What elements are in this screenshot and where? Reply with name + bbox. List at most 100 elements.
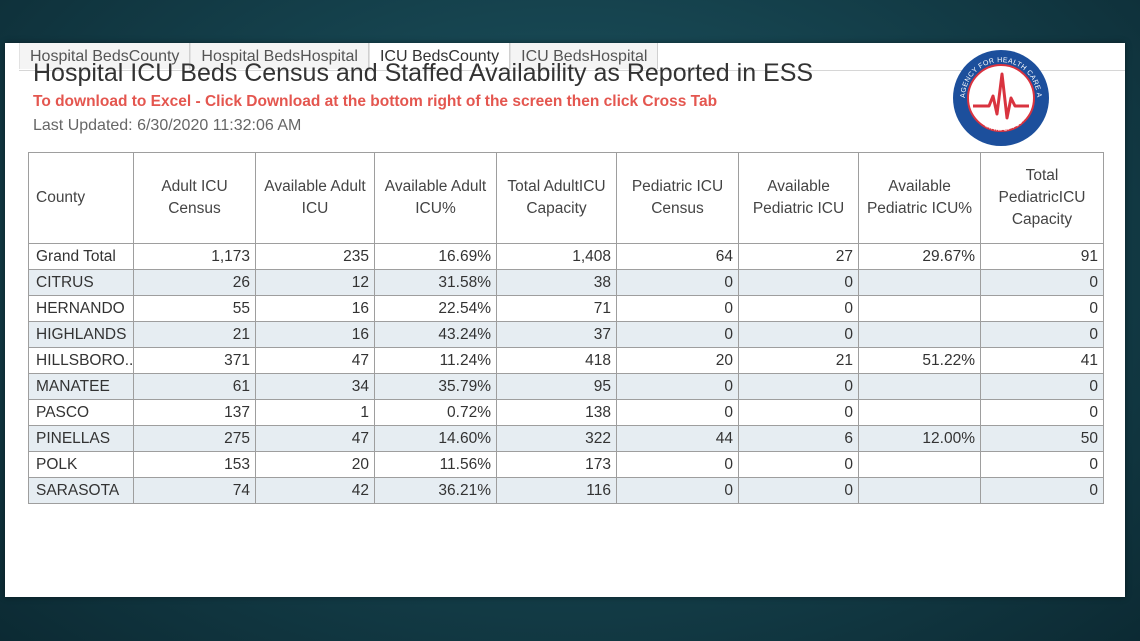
value-cell[interactable] xyxy=(858,295,981,322)
value-cell[interactable]: 0 xyxy=(616,373,739,400)
value-cell[interactable]: 47 xyxy=(255,347,375,374)
value-cell[interactable]: 0 xyxy=(616,399,739,426)
value-cell[interactable] xyxy=(858,451,981,478)
value-cell[interactable]: 0 xyxy=(980,451,1104,478)
value-cell[interactable]: 47 xyxy=(255,425,375,452)
value-cell[interactable]: 0 xyxy=(738,399,859,426)
value-cell[interactable]: 0 xyxy=(980,399,1104,426)
county-cell[interactable]: HERNANDO xyxy=(28,295,134,322)
column-header[interactable]: Available Pediatric ICU xyxy=(738,152,859,244)
tab-hospital-beds-county[interactable]: Hospital BedsCounty xyxy=(19,43,191,69)
value-cell[interactable]: 16 xyxy=(255,295,375,322)
county-cell[interactable]: HILLSBORO.. xyxy=(28,347,134,374)
value-cell[interactable]: 0 xyxy=(738,477,859,504)
value-cell[interactable]: 74 xyxy=(133,477,256,504)
value-cell[interactable]: 371 xyxy=(133,347,256,374)
value-cell[interactable] xyxy=(858,269,981,296)
value-cell[interactable]: 95 xyxy=(496,373,617,400)
value-cell[interactable]: 12.00% xyxy=(858,425,981,452)
table-row[interactable]: SARASOTA 74 42 36.21% 116 0 0 0 xyxy=(28,477,1104,504)
county-cell[interactable]: PASCO xyxy=(28,399,134,426)
value-cell[interactable] xyxy=(858,321,981,348)
value-cell[interactable]: 173 xyxy=(496,451,617,478)
county-cell[interactable]: MANATEE xyxy=(28,373,134,400)
value-cell[interactable]: 138 xyxy=(496,399,617,426)
value-cell[interactable]: 12 xyxy=(255,269,375,296)
value-cell[interactable]: 35.79% xyxy=(374,373,497,400)
table-row[interactable]: MANATEE 61 34 35.79% 95 0 0 0 xyxy=(28,373,1104,400)
value-cell[interactable]: 29.67% xyxy=(858,243,981,270)
value-cell[interactable]: 34 xyxy=(255,373,375,400)
column-header[interactable]: Total AdultICU Capacity xyxy=(496,152,617,244)
table-row[interactable]: PASCO 137 1 0.72% 138 0 0 0 xyxy=(28,399,1104,426)
value-cell[interactable]: 0 xyxy=(738,269,859,296)
value-cell[interactable]: 51.22% xyxy=(858,347,981,374)
table-row[interactable]: HILLSBORO.. 371 47 11.24% 418 20 21 51.22% 41 xyxy=(28,347,1104,374)
county-cell[interactable]: CITRUS xyxy=(28,269,134,296)
county-cell[interactable]: SARASOTA xyxy=(28,477,134,504)
value-cell[interactable]: 61 xyxy=(133,373,256,400)
value-cell[interactable]: 16 xyxy=(255,321,375,348)
value-cell[interactable]: 44 xyxy=(616,425,739,452)
tab-icu-beds-hospital[interactable]: ICU BedsHospital xyxy=(510,43,659,69)
value-cell[interactable]: 0 xyxy=(616,269,739,296)
value-cell[interactable]: 11.56% xyxy=(374,451,497,478)
value-cell[interactable]: 43.24% xyxy=(374,321,497,348)
value-cell[interactable]: 0 xyxy=(980,477,1104,504)
value-cell[interactable]: 1,173 xyxy=(133,243,256,270)
value-cell[interactable]: 153 xyxy=(133,451,256,478)
value-cell[interactable]: 21 xyxy=(738,347,859,374)
value-cell[interactable]: 91 xyxy=(980,243,1104,270)
tab-hospital-beds-hospital[interactable]: Hospital BedsHospital xyxy=(190,43,369,69)
value-cell[interactable]: 27 xyxy=(738,243,859,270)
county-cell[interactable]: PINELLAS xyxy=(28,425,134,452)
value-cell[interactable]: 41 xyxy=(980,347,1104,374)
value-cell[interactable]: 0 xyxy=(616,321,739,348)
value-cell[interactable]: 322 xyxy=(496,425,617,452)
value-cell[interactable]: 64 xyxy=(616,243,739,270)
value-cell[interactable]: 0 xyxy=(616,477,739,504)
value-cell[interactable]: 1 xyxy=(255,399,375,426)
tab-icu-beds-county[interactable]: ICU BedsCounty xyxy=(368,43,511,70)
table-row[interactable]: PINELLAS 275 47 14.60% 322 44 6 12.00% 50 xyxy=(28,425,1104,452)
value-cell[interactable]: 235 xyxy=(255,243,375,270)
value-cell[interactable]: 0 xyxy=(738,295,859,322)
value-cell[interactable]: 0 xyxy=(616,295,739,322)
value-cell[interactable]: 37 xyxy=(496,321,617,348)
value-cell[interactable]: 38 xyxy=(496,269,617,296)
value-cell[interactable]: 0 xyxy=(738,373,859,400)
column-header[interactable]: Pediatric ICU Census xyxy=(616,152,739,244)
value-cell[interactable]: 116 xyxy=(496,477,617,504)
value-cell[interactable]: 42 xyxy=(255,477,375,504)
county-cell[interactable]: HIGHLANDS xyxy=(28,321,134,348)
value-cell[interactable]: 50 xyxy=(980,425,1104,452)
value-cell[interactable]: 36.21% xyxy=(374,477,497,504)
value-cell[interactable]: 20 xyxy=(255,451,375,478)
value-cell[interactable]: 26 xyxy=(133,269,256,296)
grand-total-row[interactable]: Grand Total 1,173 235 16.69% 1,408 64 27 29.67%… xyxy=(28,243,1104,270)
table-row[interactable]: CITRUS 26 12 31.58% 38 0 0 0 xyxy=(28,269,1104,296)
value-cell[interactable]: 0 xyxy=(980,321,1104,348)
value-cell[interactable]: 0 xyxy=(980,269,1104,296)
value-cell[interactable]: 0 xyxy=(738,321,859,348)
value-cell[interactable]: 31.58% xyxy=(374,269,497,296)
value-cell[interactable] xyxy=(858,477,981,504)
value-cell[interactable]: 21 xyxy=(133,321,256,348)
value-cell[interactable]: 16.69% xyxy=(374,243,497,270)
value-cell[interactable]: 1,408 xyxy=(496,243,617,270)
value-cell[interactable]: 0 xyxy=(738,451,859,478)
value-cell[interactable]: 71 xyxy=(496,295,617,322)
value-cell[interactable]: 22.54% xyxy=(374,295,497,322)
value-cell[interactable]: 275 xyxy=(133,425,256,452)
column-header[interactable]: Available Adult ICU xyxy=(255,152,375,244)
column-header[interactable]: Available Pediatric ICU% xyxy=(858,152,981,244)
value-cell[interactable]: 14.60% xyxy=(374,425,497,452)
value-cell[interactable]: 418 xyxy=(496,347,617,374)
column-header[interactable]: Adult ICU Census xyxy=(133,152,256,244)
value-cell[interactable]: 0 xyxy=(616,451,739,478)
value-cell[interactable]: 137 xyxy=(133,399,256,426)
table-row[interactable]: HERNANDO 55 16 22.54% 71 0 0 0 xyxy=(28,295,1104,322)
value-cell[interactable]: 0 xyxy=(980,295,1104,322)
county-cell[interactable]: Grand Total xyxy=(28,243,134,270)
value-cell[interactable]: 55 xyxy=(133,295,256,322)
